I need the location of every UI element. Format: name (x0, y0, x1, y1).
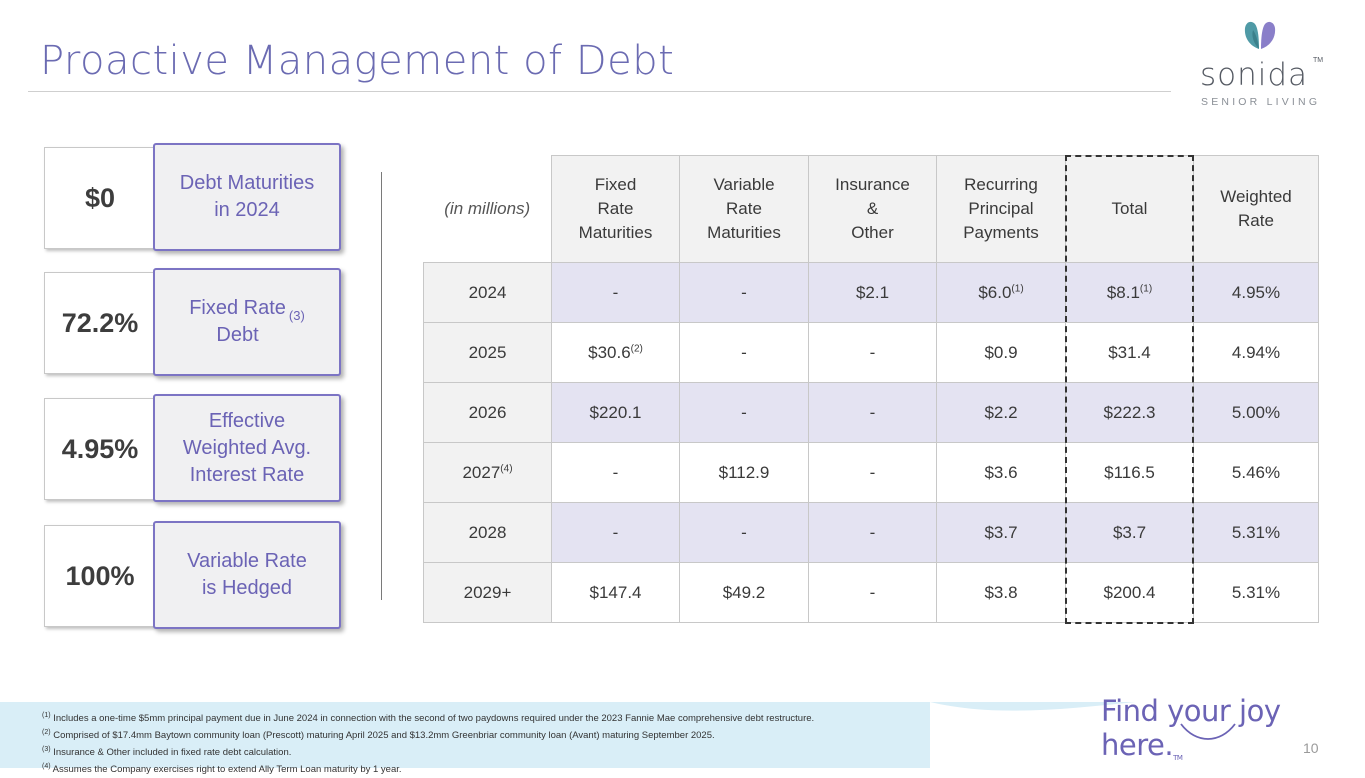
table-row: 2025 $30.6(2) - - $0.9 $31.4 4.94% (423, 322, 1319, 383)
variable-cell: - (679, 262, 809, 323)
debt-maturity-table: (in millions) Fixed Rate Maturities Vari… (423, 155, 1319, 623)
year-cell: 2025 (423, 322, 552, 383)
recurring-cell: $6.0(1) (936, 262, 1066, 323)
logo-subtitle: SENIOR LIVING (1201, 96, 1321, 108)
stat-value: 100% (44, 525, 156, 627)
recurring-cell: $2.2 (936, 382, 1066, 443)
insurance-cell: - (808, 382, 937, 443)
fixed-cell: - (551, 442, 680, 503)
table-row: 2027(4) - $112.9 - $3.6 $116.5 5.46% (423, 442, 1319, 503)
stat-fixed-rate-debt: 72.2% Fixed Rate Debt (3) (44, 268, 341, 376)
rate-cell: 4.94% (1193, 322, 1319, 383)
variable-cell: - (679, 502, 809, 563)
stat-variable-hedged: 100% Variable Rate is Hedged (44, 521, 341, 629)
table-header-row: (in millions) Fixed Rate Maturities Vari… (423, 155, 1319, 263)
column-header: Variable Rate Maturities (679, 155, 809, 263)
logo-trademark: TM (1313, 57, 1324, 64)
table-row: 2028 - - - $3.7 $3.7 5.31% (423, 502, 1319, 563)
rate-cell: 5.31% (1193, 562, 1319, 623)
table-row: 2024 - - $2.1 $6.0(1) $8.1(1) 4.95% (423, 262, 1319, 323)
table-row: 2029+ $147.4 $49.2 - $3.8 $200.4 5.31% (423, 562, 1319, 623)
stat-label: Fixed Rate Debt (189, 297, 286, 346)
footnote: (4) Assumes the Company exercises right … (42, 763, 402, 776)
butterfly-logo-icon (1244, 21, 1276, 49)
column-header: Insurance & Other (808, 155, 937, 263)
footnote: (1) Includes a one-time $5mm principal p… (42, 712, 815, 725)
total-cell: $222.3 (1065, 382, 1194, 443)
year-cell: 2029+ (423, 562, 552, 623)
year-cell: 2027(4) (423, 442, 552, 503)
year-cell: 2026 (423, 382, 552, 443)
year-cell: 2028 (423, 502, 552, 563)
stat-label-footnote: (3) (288, 307, 305, 323)
total-cell: $31.4 (1065, 322, 1194, 383)
footnotes: (1) Includes a one-time $5mm principal p… (42, 709, 814, 778)
page-number: 10 (1303, 740, 1319, 756)
tagline-trademark: TM (1173, 754, 1183, 762)
rate-cell: 5.46% (1193, 442, 1319, 503)
insurance-cell: - (808, 502, 937, 563)
table-row: 2026 $220.1 - - $2.2 $222.3 5.00% (423, 382, 1319, 443)
rate-cell: 5.00% (1193, 382, 1319, 443)
insurance-cell: - (808, 322, 937, 383)
stat-value: 4.95% (44, 398, 156, 500)
fixed-cell: - (551, 262, 680, 323)
footnote: (2) Comprised of $17.4mm Baytown communi… (42, 729, 715, 742)
footer-wave-shape (930, 691, 1365, 768)
column-header: Fixed Rate Maturities (551, 155, 680, 263)
column-header: Total (1065, 155, 1194, 263)
fixed-cell: $220.1 (551, 382, 680, 443)
stat-label: Variable Rate is Hedged (153, 521, 341, 629)
sonida-logo: sonida TM SENIOR LIVING (1196, 14, 1326, 108)
total-column-highlight (1065, 155, 1194, 624)
tagline: Find your joy here.TM (1101, 694, 1281, 762)
fixed-cell: $30.6(2) (551, 322, 680, 383)
stat-debt-maturities: $0 Debt Maturities in 2024 (44, 143, 341, 251)
variable-cell: - (679, 322, 809, 383)
rate-cell: 4.95% (1193, 262, 1319, 323)
year-cell: 2024 (423, 262, 552, 323)
stat-label-container: Fixed Rate Debt (3) (153, 268, 341, 376)
stat-value: 72.2% (44, 272, 156, 374)
logo-wordmark: sonida (1200, 57, 1309, 93)
recurring-cell: $3.7 (936, 502, 1066, 563)
rate-cell: 5.31% (1193, 502, 1319, 563)
stat-label: Debt Maturities in 2024 (153, 143, 341, 251)
fixed-cell: $147.4 (551, 562, 680, 623)
insurance-cell: - (808, 442, 937, 503)
unit-label: (in millions) (423, 155, 552, 263)
variable-cell: $49.2 (679, 562, 809, 623)
column-header: Recurring Principal Payments (936, 155, 1066, 263)
total-cell: $8.1(1) (1065, 262, 1194, 323)
recurring-cell: $3.8 (936, 562, 1066, 623)
recurring-cell: $3.6 (936, 442, 1066, 503)
footnote: (3) Insurance & Other included in fixed … (42, 746, 292, 759)
stat-value: $0 (44, 147, 156, 249)
recurring-cell: $0.9 (936, 322, 1066, 383)
insurance-cell: - (808, 562, 937, 623)
stat-weighted-interest: 4.95% Effective Weighted Avg. Interest R… (44, 394, 341, 502)
page-title: Proactive Management of Debt (40, 38, 675, 84)
variable-cell: $112.9 (679, 442, 809, 503)
variable-cell: - (679, 382, 809, 443)
smile-swoosh-icon (1180, 723, 1236, 740)
title-divider (28, 91, 1171, 92)
vertical-divider (381, 172, 382, 600)
stat-label: Effective Weighted Avg. Interest Rate (153, 394, 341, 502)
insurance-cell: $2.1 (808, 262, 937, 323)
column-header: Weighted Rate (1193, 155, 1319, 263)
fixed-cell: - (551, 502, 680, 563)
